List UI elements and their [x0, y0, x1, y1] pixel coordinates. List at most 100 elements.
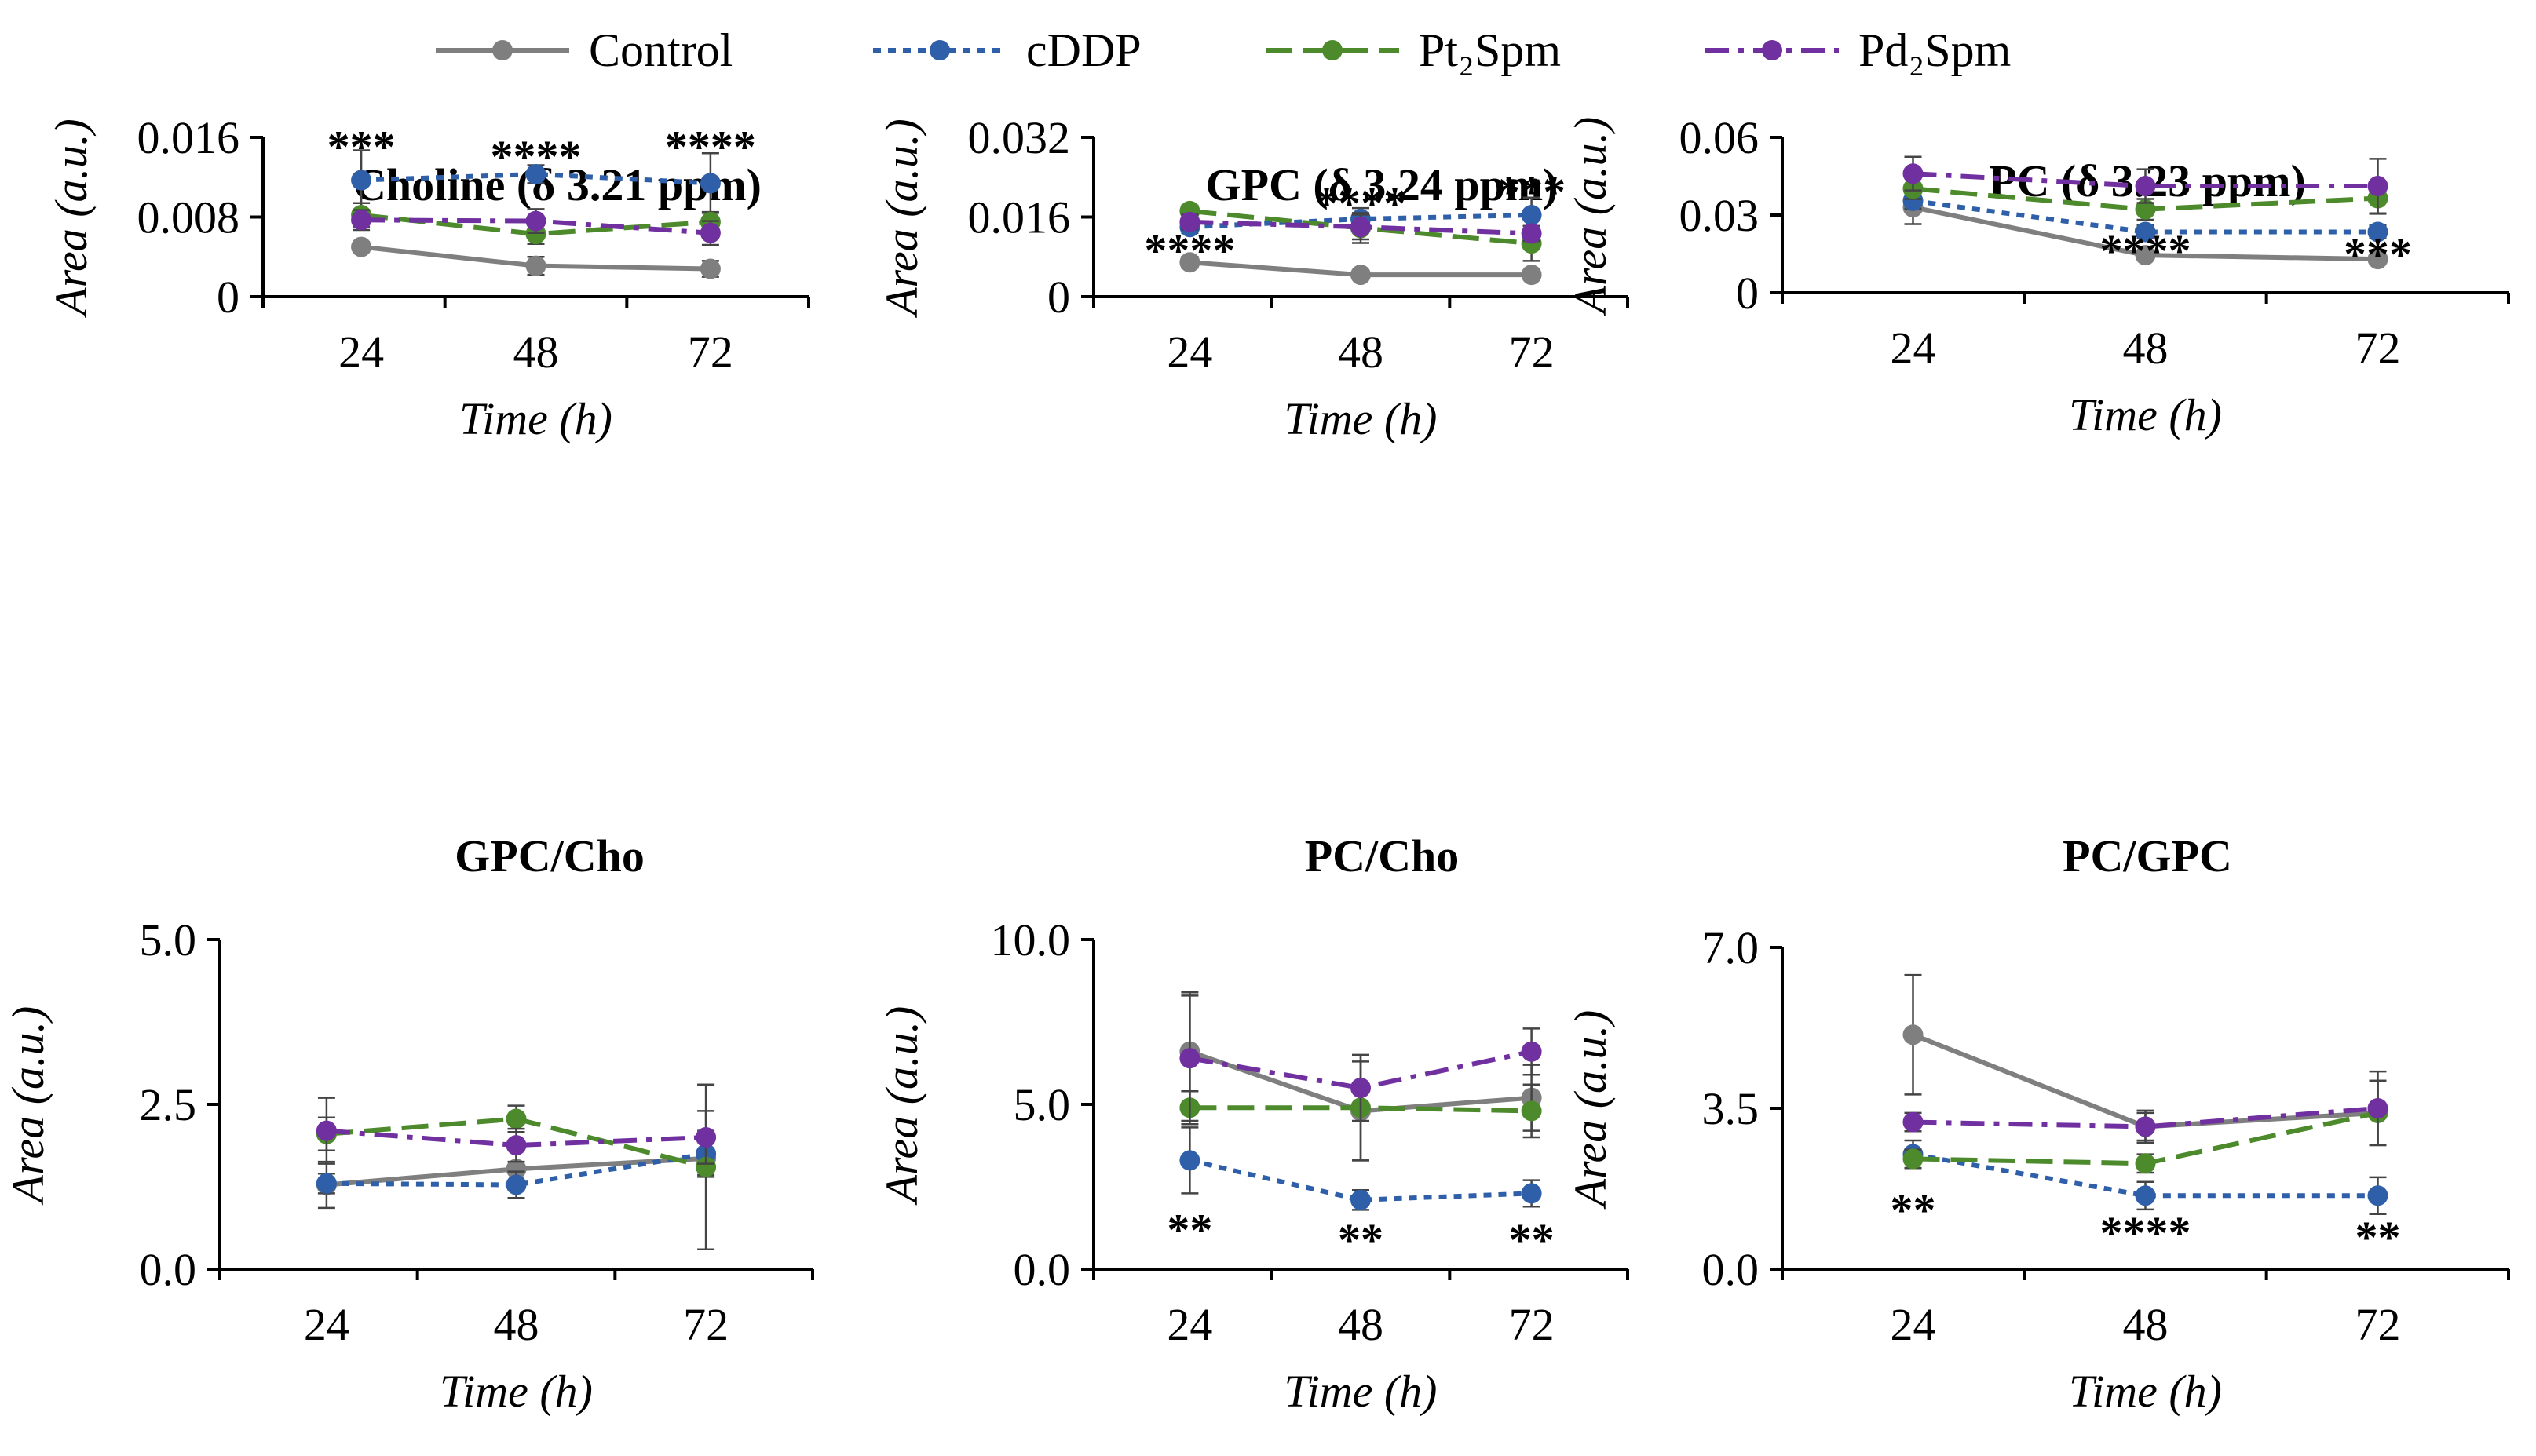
data-point: [1179, 1150, 1200, 1171]
legend-label: Pd₂Spm: [1858, 24, 2011, 76]
data-point: [506, 1108, 527, 1129]
significance-label: ****: [1315, 178, 1406, 229]
significance-label: ****: [665, 121, 756, 172]
data-point: [1179, 1048, 1200, 1069]
y-axis-label: Area (a.u.): [876, 1006, 927, 1206]
series-1: [1179, 252, 1542, 286]
x-tick-label: 72: [2355, 1299, 2401, 1350]
data-point: [2135, 176, 2156, 197]
x-axis-label: Time (h): [2069, 389, 2222, 440]
data-point: [2135, 1116, 2156, 1137]
y-tick-label: 0.0: [1014, 1244, 1071, 1295]
data-point: [700, 258, 721, 279]
y-tick-label: 0.03: [1679, 190, 1759, 241]
x-tick-label: 72: [683, 1299, 729, 1350]
data-point: [2135, 1153, 2156, 1174]
series-line: [1913, 171, 2378, 189]
significance-label: ****: [1144, 224, 1235, 276]
series-line: [326, 1151, 707, 1188]
chart-panel-5: PC/Cho 0.0 5.0 10.0 24 48 72 Time (h) Area (a.u.…: [876, 830, 1629, 1417]
panel-title: GPC/Cho: [455, 830, 645, 881]
x-tick-label: 24: [338, 327, 384, 378]
y-axis-label: Area (a.u.): [876, 119, 927, 319]
x-tick-label: 24: [1167, 1299, 1212, 1350]
series-1: [351, 236, 721, 279]
y-tick-label: 0: [1736, 268, 1759, 319]
significance-label: ****: [2100, 1207, 2191, 1258]
series-2: [1179, 1126, 1542, 1211]
significance-label: ****: [491, 131, 582, 182]
x-tick-label: 72: [688, 327, 733, 378]
x-tick-label: 72: [1509, 327, 1555, 378]
data-point: [1179, 211, 1200, 232]
data-point: [2367, 1185, 2388, 1206]
significance-label: **: [1509, 1214, 1555, 1265]
x-tick-label: 24: [1167, 327, 1212, 378]
x-tick-label: 48: [2123, 323, 2169, 374]
data-point: [525, 210, 546, 232]
x-tick-label: 48: [494, 1299, 539, 1350]
significance-label: **: [1891, 1184, 1936, 1235]
series-4: [1179, 994, 1542, 1122]
series-line: [1913, 1106, 2378, 1129]
significance-label: ****: [2100, 225, 2191, 276]
legend-marker: [1322, 40, 1343, 60]
data-point: [700, 222, 721, 243]
panel-title: PC/GPC: [2063, 830, 2232, 881]
data-point: [1521, 265, 1542, 286]
x-tick-label: 72: [2355, 323, 2401, 374]
series-1: [1902, 189, 2388, 270]
significance-label: ***: [1497, 166, 1566, 217]
data-point: [1521, 223, 1542, 244]
significance-label: **: [1167, 1205, 1212, 1256]
x-axis-label: Time (h): [1284, 1366, 1438, 1417]
data-point: [1521, 1183, 1542, 1204]
series-line: [1189, 219, 1532, 236]
data-point: [1521, 204, 1542, 225]
series-line: [1913, 198, 2378, 235]
y-tick-label: 5.0: [1014, 1079, 1071, 1130]
x-axis-label: Time (h): [459, 393, 612, 444]
data-point: [1350, 1189, 1371, 1210]
y-tick-label: 2.5: [140, 1079, 197, 1130]
y-tick-label: 0.0: [1702, 1244, 1759, 1295]
data-point: [696, 1127, 717, 1148]
y-tick-label: 0.016: [137, 112, 240, 163]
legend-marker: [930, 40, 950, 60]
y-axis-label: Area (a.u.): [46, 119, 97, 319]
y-tick-label: 0.0: [140, 1244, 197, 1295]
y-tick-label: 5.0: [140, 914, 197, 965]
x-axis-label: Time (h): [1284, 393, 1438, 444]
data-point: [506, 1174, 527, 1195]
series-4: [316, 1097, 717, 1165]
data-point: [2367, 1098, 2388, 1118]
series-2: [1902, 1139, 2388, 1215]
data-point: [1902, 1111, 1924, 1133]
x-tick-label: 24: [1891, 323, 1936, 374]
x-tick-label: 24: [1891, 1299, 1936, 1350]
legend-item-4: Pd₂Spm: [1705, 24, 2011, 76]
series-4: [351, 208, 721, 246]
data-point: [506, 1159, 527, 1180]
y-tick-label: 0: [1047, 272, 1070, 323]
data-point: [1902, 163, 1924, 184]
y-axis-label: Area (a.u.): [2, 1006, 53, 1206]
data-point: [1350, 217, 1371, 238]
x-tick-label: 48: [513, 327, 559, 378]
chart-panel-1: Choline (δ 3.21 ppm) 0 0.008 0.016 24 48 72 Tim…: [46, 112, 810, 444]
y-tick-label: 7.0: [1702, 922, 1759, 973]
data-point: [1521, 1100, 1542, 1122]
data-point: [506, 1135, 527, 1156]
legend-marker: [1762, 40, 1782, 60]
series-line: [326, 1128, 707, 1148]
legend-label: cDDP: [1026, 24, 1142, 76]
y-tick-label: 0: [217, 272, 239, 323]
data-point: [2135, 199, 2156, 220]
data-point: [1179, 252, 1200, 273]
panel-title: GPC (δ 3.24 ppm): [1206, 159, 1559, 210]
data-point: [2135, 1185, 2156, 1206]
series-line: [1912, 1151, 2378, 1199]
legend-label: Control: [589, 24, 733, 76]
x-axis-label: Time (h): [440, 1366, 593, 1417]
